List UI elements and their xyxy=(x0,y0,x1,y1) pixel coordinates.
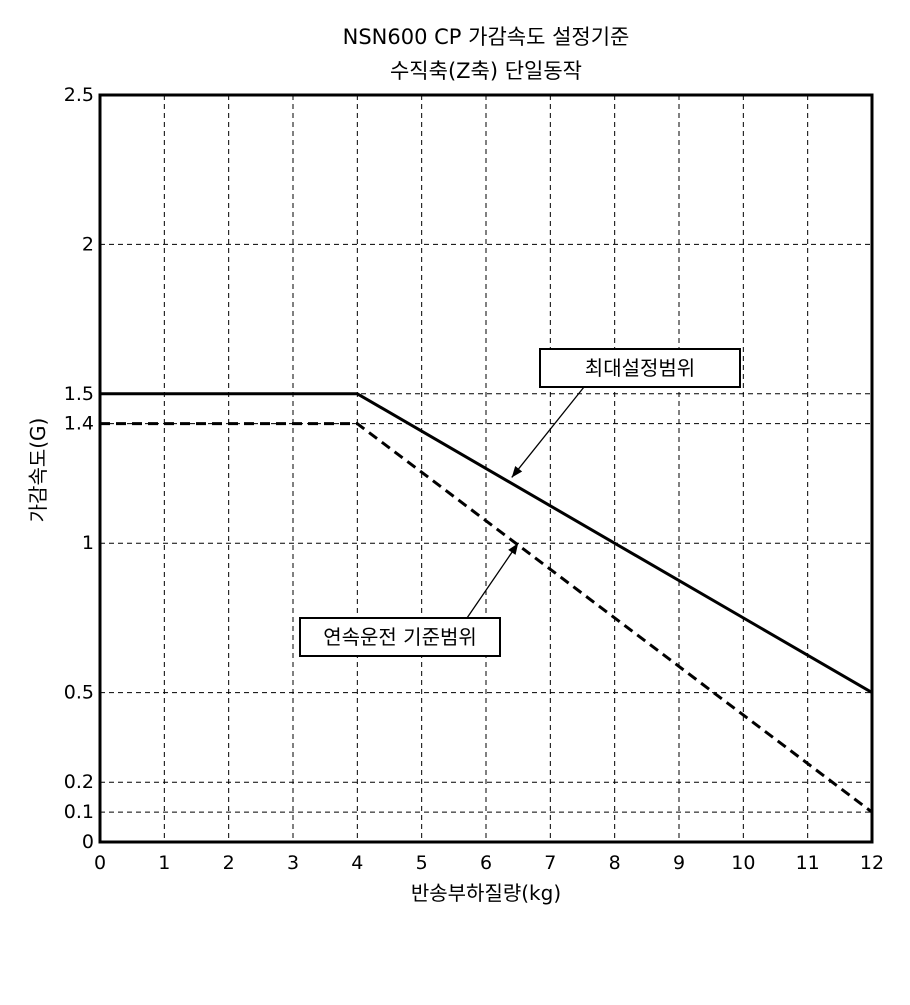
chart-title: NSN600 CP 가감속도 설정기준 xyxy=(343,25,630,49)
x-tick-label: 1 xyxy=(158,852,170,874)
callout-label: 연속운전 기준범위 xyxy=(323,625,477,649)
callout-arrow-line xyxy=(511,386,585,478)
y-tick-label: 1 xyxy=(82,532,94,554)
y-tick-label: 2 xyxy=(82,233,94,255)
x-tick-label: 3 xyxy=(287,852,299,874)
plot-area-frame xyxy=(98,93,874,844)
x-tick-label: 4 xyxy=(351,852,363,874)
y-tick-label: 0 xyxy=(82,831,94,853)
series-group xyxy=(100,392,873,814)
y-tick-label: 0.1 xyxy=(64,801,94,823)
x-tick-label: 5 xyxy=(416,852,428,874)
y-tick-label: 0.2 xyxy=(64,771,94,793)
x-tick-label: 9 xyxy=(673,852,685,874)
x-tick-label: 0 xyxy=(94,852,106,874)
callout-box xyxy=(539,348,741,388)
y-tick-label: 2.5 xyxy=(64,84,94,106)
y-axis-label: 가감속도(G) xyxy=(26,418,50,523)
callout: 최대설정범위 xyxy=(511,348,741,478)
callout-arrow-line xyxy=(466,542,519,619)
x-axis-label: 반송부하질량(kg) xyxy=(411,881,561,905)
y-tick-label: 1.5 xyxy=(64,383,94,405)
x-tick-label: 2 xyxy=(223,852,235,874)
x-tick-label: 12 xyxy=(860,852,884,874)
series-line-1 xyxy=(100,392,873,694)
x-tick-label: 11 xyxy=(796,852,820,874)
callout: 연속운전 기준범위 xyxy=(299,542,519,657)
x-tick-label: 7 xyxy=(544,852,556,874)
callout-box xyxy=(299,617,501,657)
callout-arrow-head xyxy=(511,465,523,478)
x-tick-label: 10 xyxy=(731,852,755,874)
chart-subtitle: 수직축(Z축) 단일동작 xyxy=(390,59,582,83)
series-line-2 xyxy=(100,422,873,814)
y-tick-label: 0.5 xyxy=(64,682,94,704)
x-tick-label: 6 xyxy=(480,852,492,874)
y-tick-label: 1.4 xyxy=(64,413,94,435)
callout-label: 최대설정범위 xyxy=(585,356,695,380)
callout-arrow-head xyxy=(508,543,519,555)
x-tick-label: 8 xyxy=(609,852,621,874)
